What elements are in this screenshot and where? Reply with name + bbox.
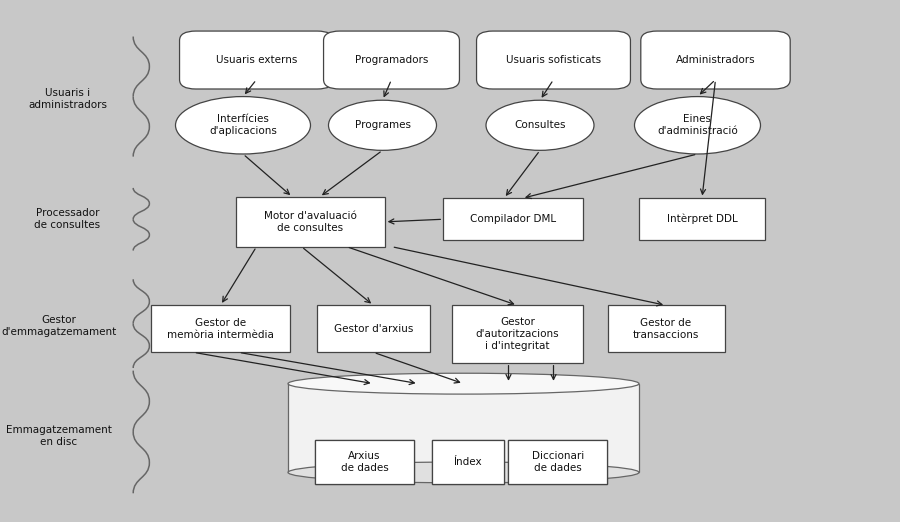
FancyBboxPatch shape	[315, 440, 414, 484]
Ellipse shape	[486, 100, 594, 150]
Text: Motor d'avaluació
de consultes: Motor d'avaluació de consultes	[264, 211, 357, 233]
Text: Administradors: Administradors	[676, 55, 755, 65]
Text: Processador
de consultes: Processador de consultes	[34, 208, 101, 230]
FancyBboxPatch shape	[324, 31, 459, 89]
FancyBboxPatch shape	[432, 440, 504, 484]
Text: Emmagatzemament
en disc: Emmagatzemament en disc	[5, 425, 112, 447]
FancyBboxPatch shape	[608, 305, 724, 352]
Text: Índex: Índex	[454, 457, 482, 467]
Ellipse shape	[634, 97, 760, 154]
Ellipse shape	[328, 100, 436, 150]
Text: Interfícies
d'aplicacions: Interfícies d'aplicacions	[209, 114, 277, 136]
Text: Arxius
de dades: Arxius de dades	[340, 451, 389, 473]
Text: Usuaris i
administradors: Usuaris i administradors	[28, 88, 107, 110]
FancyBboxPatch shape	[288, 384, 639, 472]
Text: Índex: Índex	[454, 457, 482, 467]
Text: Diccionari
de dades: Diccionari de dades	[532, 451, 584, 473]
FancyBboxPatch shape	[317, 305, 430, 352]
Ellipse shape	[288, 373, 639, 394]
Text: Compilador DML: Compilador DML	[470, 214, 556, 224]
Text: Usuaris externs: Usuaris externs	[216, 55, 297, 65]
Text: Gestor
d'autoritzacions
i d'integritat: Gestor d'autoritzacions i d'integritat	[476, 317, 559, 351]
Text: Programes: Programes	[355, 120, 410, 130]
Text: Gestor de
memòria intermèdia: Gestor de memòria intermèdia	[167, 318, 274, 340]
Text: Arxius
de dades: Arxius de dades	[340, 451, 389, 473]
FancyBboxPatch shape	[236, 197, 385, 247]
Text: Diccionari
de dades: Diccionari de dades	[532, 451, 584, 473]
Text: Consultes: Consultes	[514, 120, 566, 130]
Text: Gestor de
transaccions: Gestor de transaccions	[633, 318, 699, 340]
Text: Usuaris sofisticats: Usuaris sofisticats	[506, 55, 601, 65]
FancyBboxPatch shape	[443, 198, 583, 240]
Text: Programadors: Programadors	[355, 55, 428, 65]
Ellipse shape	[288, 462, 639, 483]
FancyBboxPatch shape	[641, 31, 790, 89]
Ellipse shape	[176, 97, 310, 154]
FancyBboxPatch shape	[150, 305, 290, 352]
FancyBboxPatch shape	[432, 440, 504, 484]
FancyBboxPatch shape	[508, 440, 608, 484]
FancyBboxPatch shape	[477, 31, 630, 89]
FancyBboxPatch shape	[639, 198, 765, 240]
FancyBboxPatch shape	[452, 305, 583, 363]
FancyBboxPatch shape	[508, 440, 608, 484]
Text: Eines
d'administració: Eines d'administració	[657, 114, 738, 136]
FancyBboxPatch shape	[315, 440, 414, 484]
Text: Gestor
d'emmagatzemament: Gestor d'emmagatzemament	[1, 315, 116, 337]
Text: Intèrpret DDL: Intèrpret DDL	[667, 214, 737, 224]
Text: Gestor d'arxius: Gestor d'arxius	[334, 324, 413, 334]
FancyBboxPatch shape	[179, 31, 333, 89]
